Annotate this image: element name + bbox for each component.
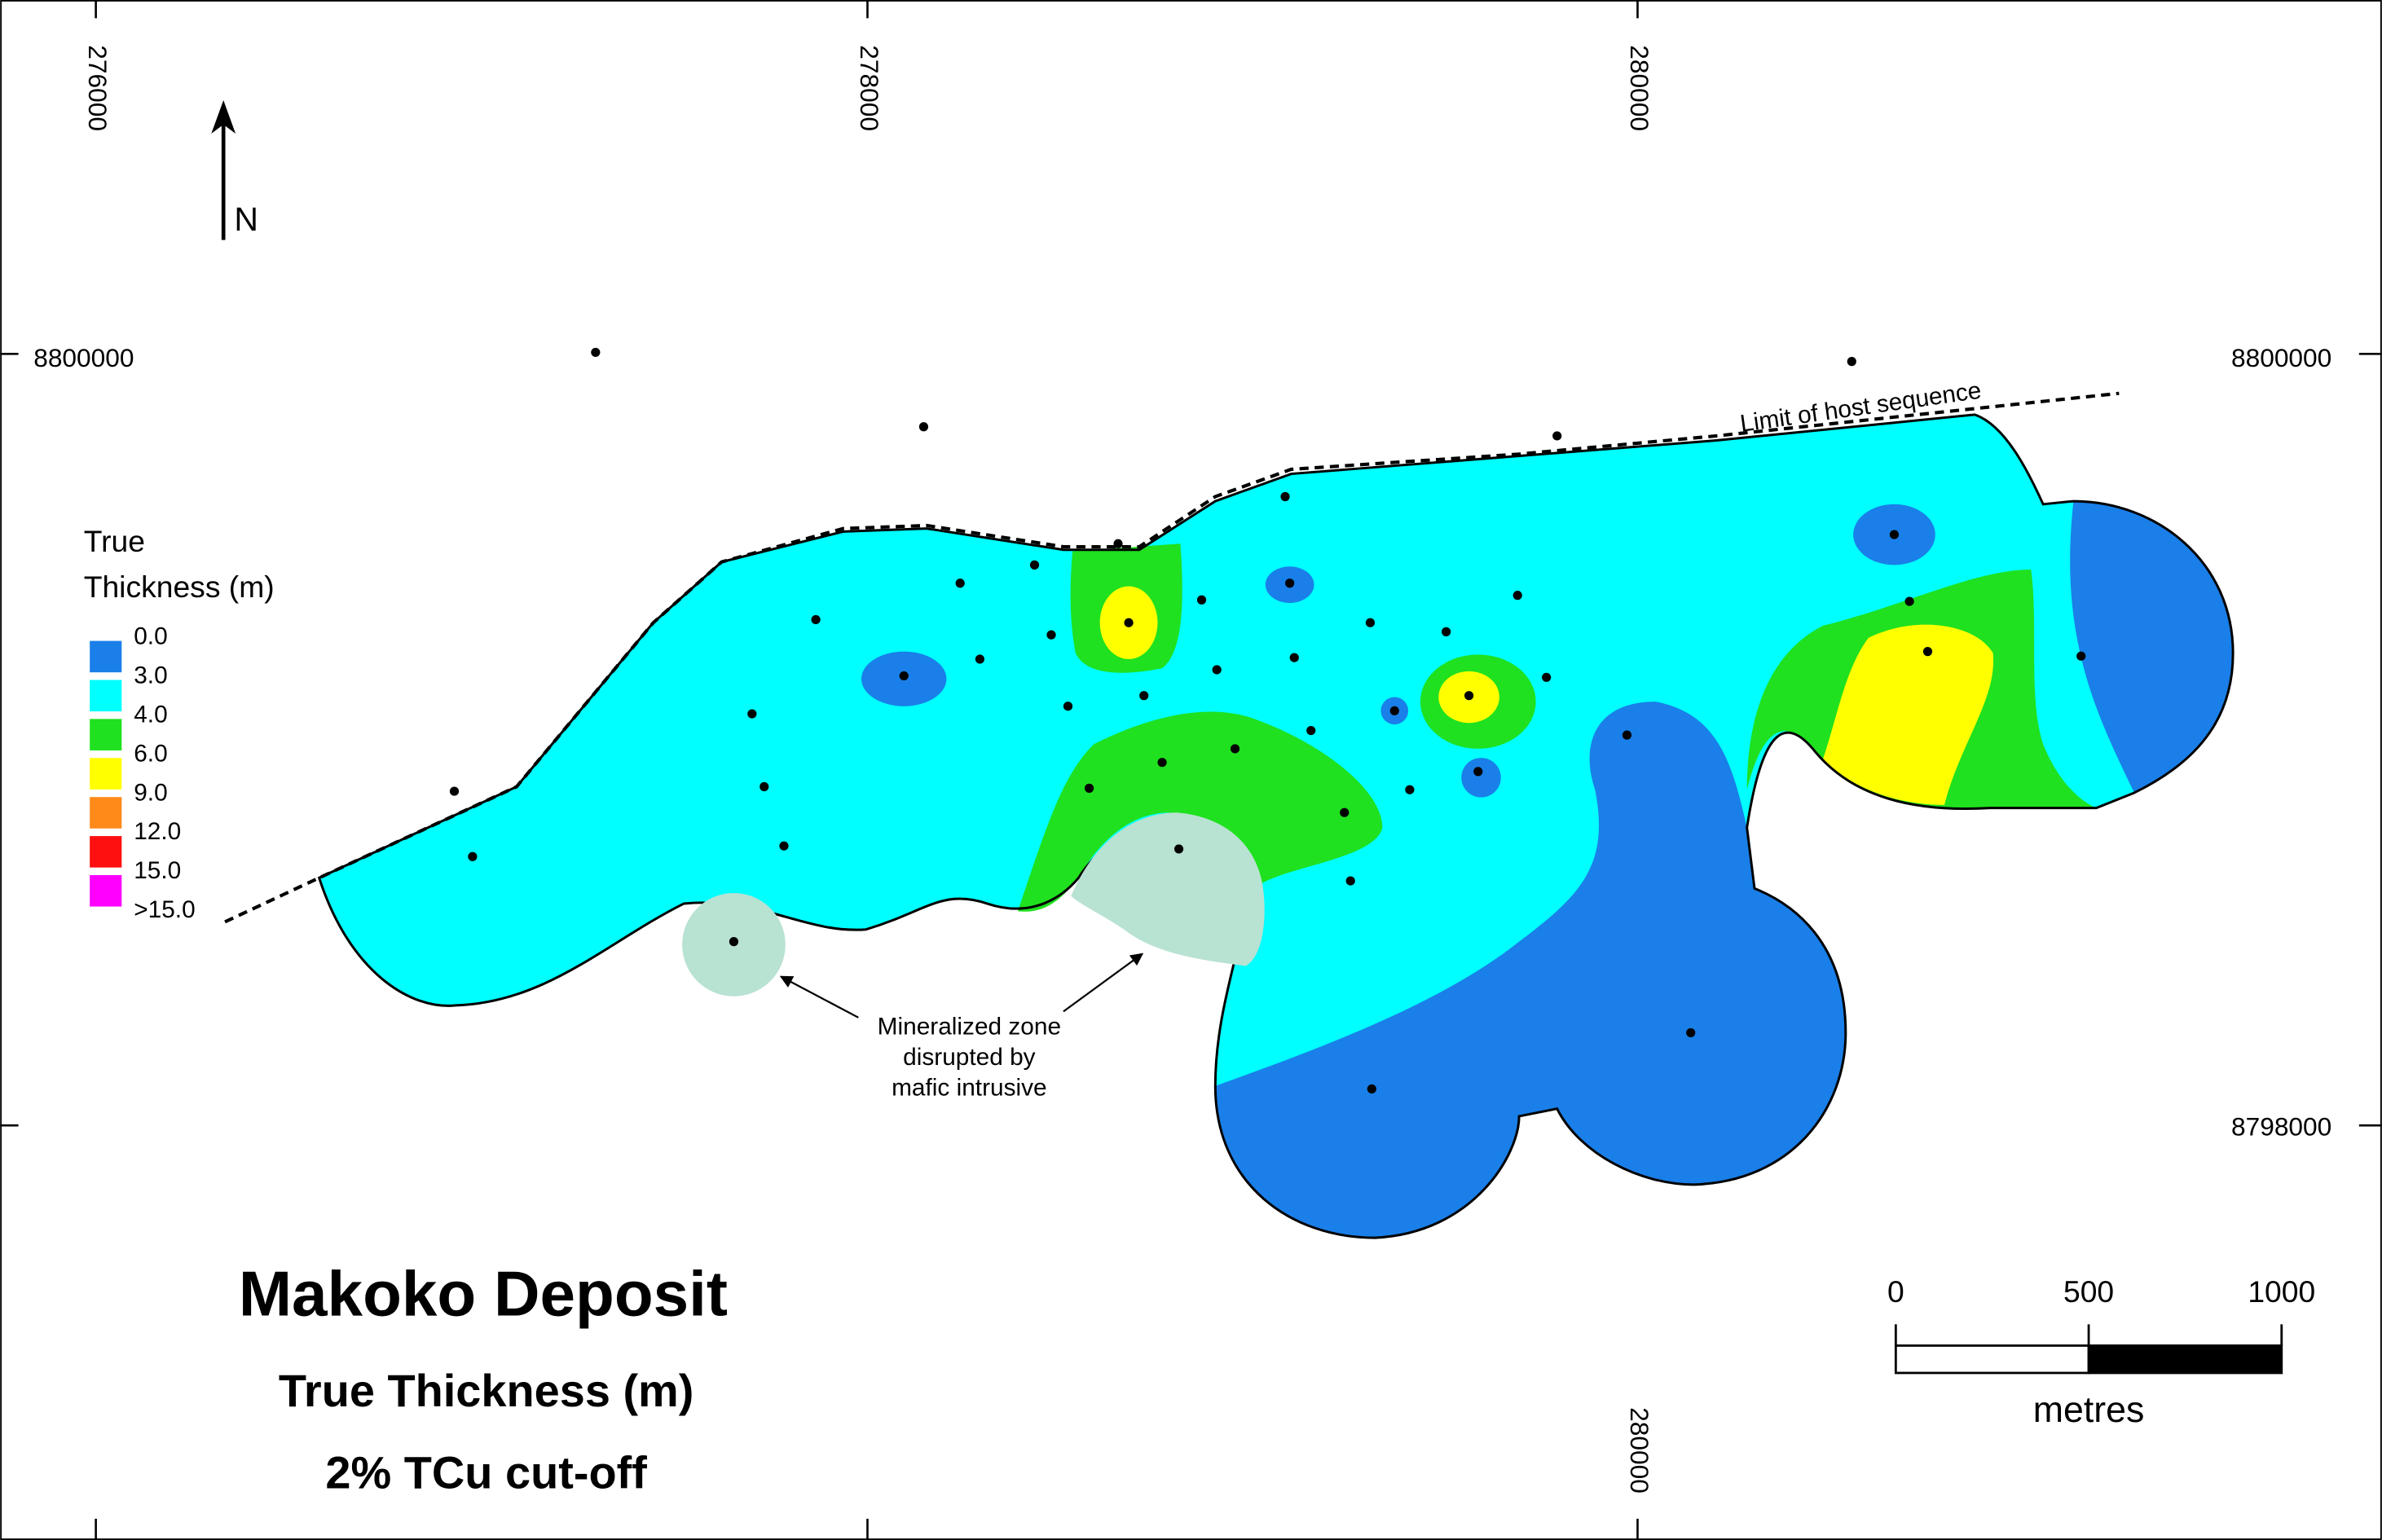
north-label: N xyxy=(234,200,258,238)
annotation-arrow xyxy=(779,975,859,1019)
legend-label: 3.0 xyxy=(134,662,167,689)
scale-label: 0 xyxy=(1887,1274,1904,1309)
legend-title: Thickness (m) xyxy=(84,570,275,604)
legend-swatch xyxy=(90,758,122,790)
legend: True Thickness (m) 0.0 3.0 4.0 6.0 9.0 12.0 15… xyxy=(84,524,275,923)
grid-label: 280000 xyxy=(1625,45,1654,131)
legend-title: True xyxy=(84,524,145,558)
legend-swatch xyxy=(90,680,122,712)
grid-label: 278000 xyxy=(855,45,884,131)
legend-swatch xyxy=(90,640,122,673)
legend-swatch xyxy=(90,874,122,907)
legend-swatch xyxy=(90,836,122,868)
legend-label: 15.0 xyxy=(134,857,181,884)
legend-label: 9.0 xyxy=(134,779,167,806)
scale-label: 1000 xyxy=(2248,1274,2315,1309)
annotation-arrow xyxy=(1063,953,1144,1013)
legend-swatch xyxy=(90,719,122,750)
annotation-line: disrupted by xyxy=(903,1044,1036,1071)
legend-label: 12.0 xyxy=(134,818,181,845)
legend-label: 4.0 xyxy=(134,702,167,728)
grid-label: 276000 xyxy=(83,45,112,131)
scale-unit: metres xyxy=(2033,1390,2145,1430)
legend-label: 0.0 xyxy=(134,623,167,650)
drill-holes xyxy=(449,347,2086,1094)
grid-label: 8798000 xyxy=(2231,1111,2331,1141)
north-arrow-head xyxy=(211,100,236,134)
grid-label: 8800000 xyxy=(2231,343,2331,372)
map-title: Makoko Deposit xyxy=(239,1257,728,1329)
legend-swatch xyxy=(90,797,122,829)
scale-label: 500 xyxy=(2063,1274,2114,1309)
map-subtitle: True Thickness (m) xyxy=(279,1365,694,1416)
scale-bar xyxy=(1894,1324,2283,1375)
annotation-line: mafic intrusive xyxy=(892,1074,1047,1101)
grid-label: 8800000 xyxy=(33,343,134,372)
map-cutoff: 2% TCu cut-off xyxy=(325,1446,647,1498)
grid-label: 280000 xyxy=(1625,1407,1654,1494)
annotation-line: Mineralized zone xyxy=(878,1014,1061,1041)
legend-label: >15.0 xyxy=(134,896,195,923)
deposit xyxy=(224,391,2235,1239)
legend-label: 6.0 xyxy=(134,740,167,767)
